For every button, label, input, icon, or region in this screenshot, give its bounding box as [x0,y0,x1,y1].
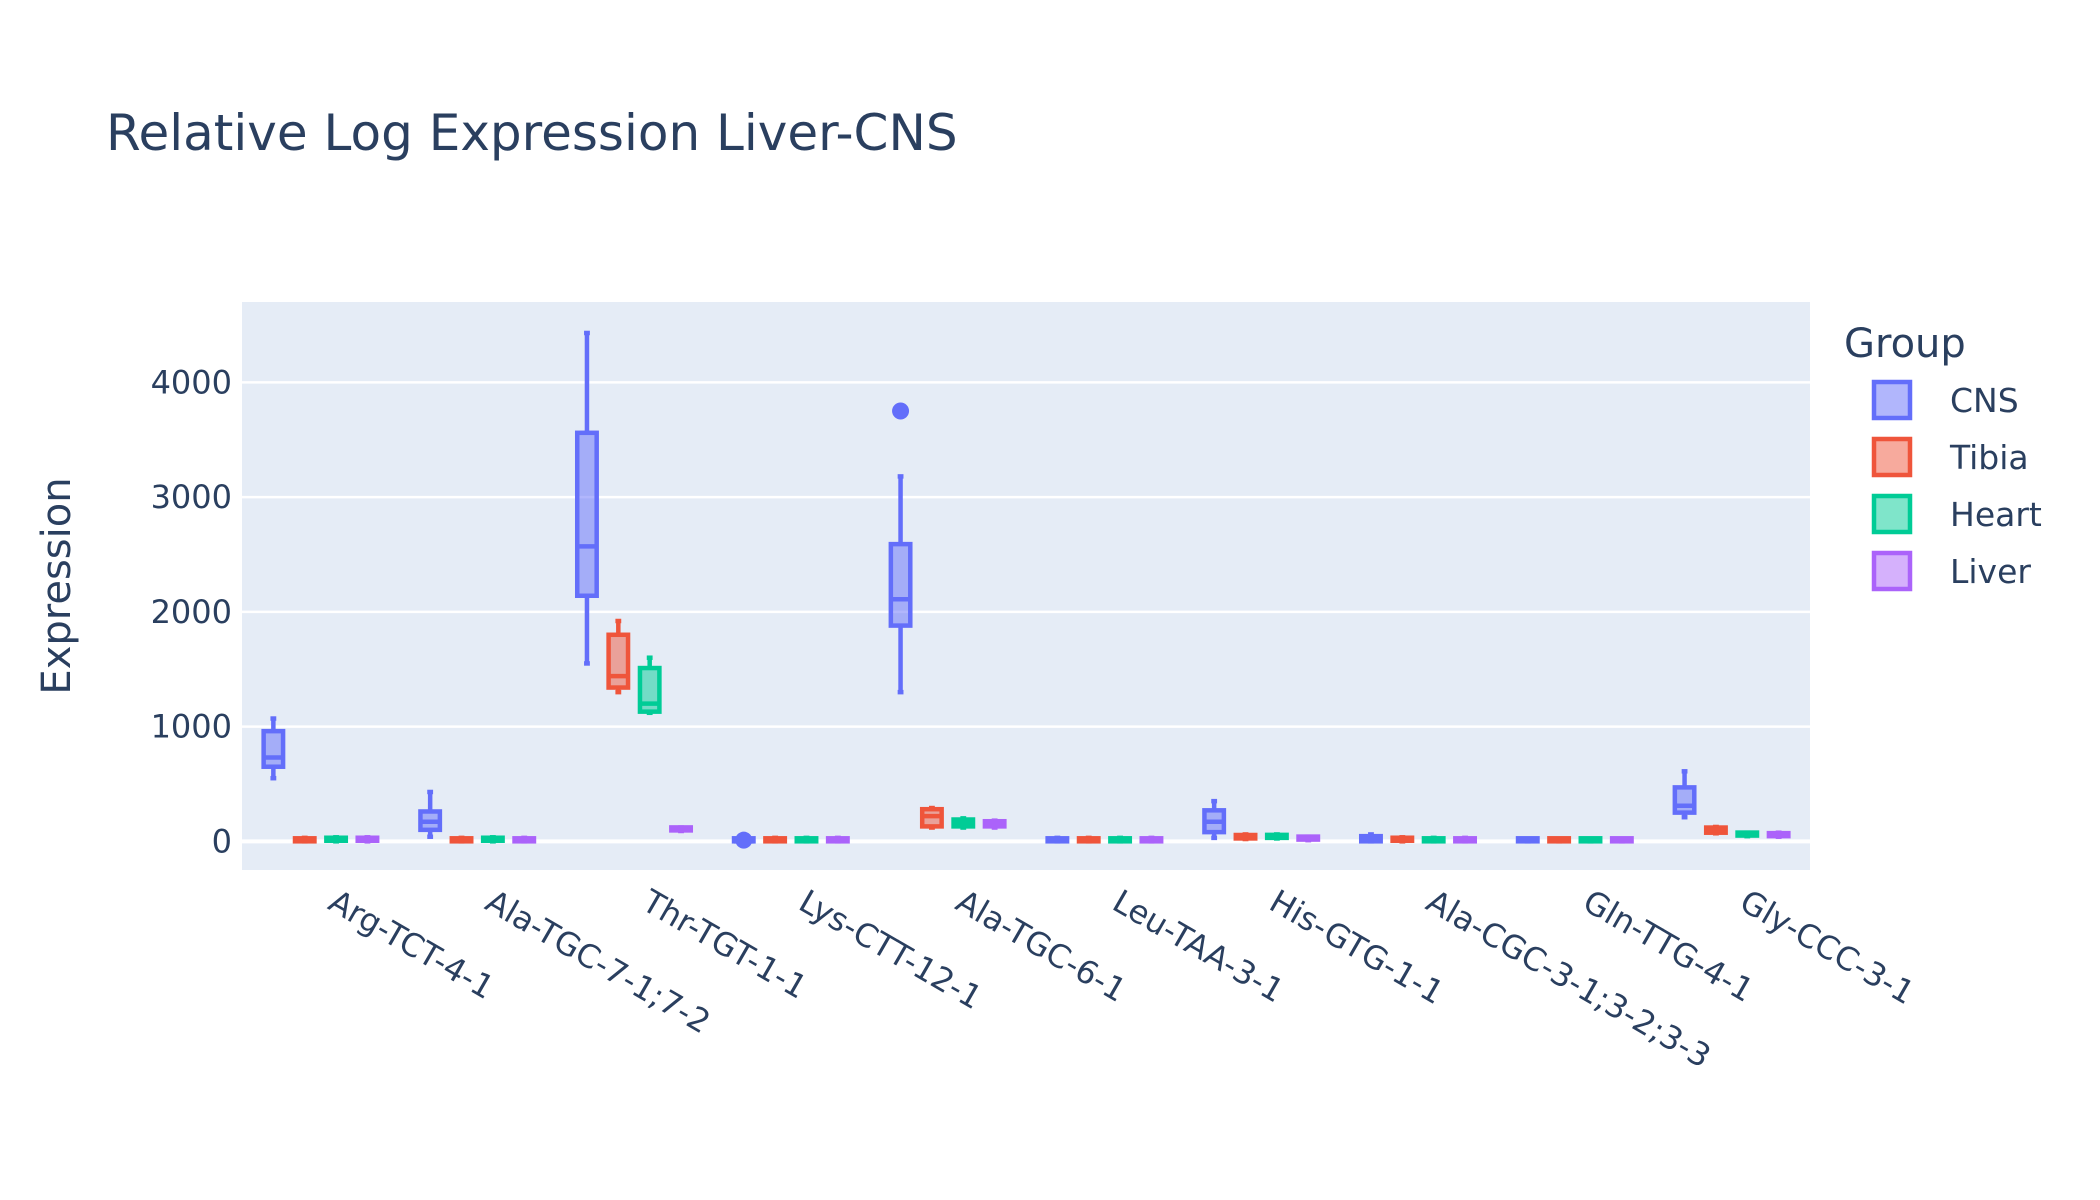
legend-swatch [1871,436,1913,478]
y-tick-label: 2000 [151,593,232,631]
box-mark[interactable] [1390,835,1415,844]
legend-item-tibia[interactable]: Tibia [1871,436,2029,478]
box-mark[interactable] [1358,832,1383,844]
box-body [606,632,631,690]
outlier-point[interactable] [735,831,753,849]
box-body [261,728,286,769]
box-mark[interactable] [1264,832,1289,841]
x-tick-label: Leu-TAA-3-1 [1106,882,1290,1010]
box-mark[interactable] [1515,836,1540,844]
box-mark[interactable] [982,818,1007,830]
box-mark[interactable] [1202,798,1227,841]
box-mark[interactable] [480,835,505,844]
box-mark[interactable] [1045,835,1070,844]
box-mark[interactable] [669,825,694,834]
box-series [261,330,1791,849]
box-mark[interactable] [418,789,443,839]
box-mark[interactable] [1421,835,1446,844]
box-mark[interactable] [731,831,756,849]
x-tick-label: His-GTG-1-1 [1263,882,1450,1012]
y-axis-title: Expression [34,477,80,694]
box-mark[interactable] [888,402,913,695]
series-heart [324,655,1760,844]
legend-swatch [1871,550,1913,592]
y-axis-ticks: 0 1000 2000 3000 4000 [151,363,232,860]
box-mark[interactable] [574,330,599,666]
legend-item-liver[interactable]: Liver [1871,550,2031,592]
box-mark[interactable] [951,816,976,830]
box-mark[interactable] [1233,832,1258,842]
x-tick-label: Gly-CCC-3-1 [1734,882,1921,1012]
y-tick-label: 4000 [151,363,232,401]
box-mark[interactable] [919,805,944,830]
box-mark[interactable] [1766,830,1791,839]
box-body [888,541,913,628]
box-mark[interactable] [1735,830,1760,839]
legend-label: Tibia [1949,438,2029,477]
legend-title: Group [1844,321,1966,367]
box-mark[interactable] [1453,835,1478,844]
box-mark[interactable] [449,835,474,844]
box-mark[interactable] [1108,835,1133,844]
box-mark[interactable] [355,835,380,844]
y-tick-label: 0 [212,822,232,860]
box-mark[interactable] [794,835,819,844]
box-mark[interactable] [512,835,537,844]
box-mark[interactable] [825,835,850,844]
legend-label: CNS [1950,381,2019,420]
box-body [1672,785,1697,815]
box-mark[interactable] [637,655,662,716]
series-liver [355,818,1791,844]
plot-area [242,302,1810,870]
legend[interactable]: Group CNS Tibia Heart Liver [1844,321,2042,592]
legend-item-cns[interactable]: CNS [1871,379,2019,421]
box-body [637,665,662,714]
y-tick-label: 1000 [151,708,232,746]
series-tibia [292,618,1728,844]
box-mark[interactable] [1547,836,1572,844]
legend-label: Heart [1950,495,2042,534]
box-mark[interactable] [763,835,788,844]
box-mark[interactable] [1139,835,1164,844]
legend-swatch [1871,493,1913,535]
box-mark[interactable] [606,618,631,695]
box-mark[interactable] [1609,836,1634,844]
x-axis-ticks: Arg-TCT-4-1Ala-TGC-7-1;7-2Thr-TGT-1-1Lys… [322,882,1921,1076]
box-mark[interactable] [1296,834,1321,843]
chart-title: Relative Log Expression Liver-CNS [106,104,958,162]
box-mark[interactable] [1672,769,1697,820]
box-mark[interactable] [324,835,349,844]
box-mark[interactable] [261,716,286,781]
x-tick-label: Arg-TCT-4-1 [322,882,500,1007]
legend-item-heart[interactable]: Heart [1871,493,2042,535]
box-mark[interactable] [292,835,317,844]
box-body [574,430,599,599]
box-mark[interactable] [1076,835,1101,844]
y-tick-label: 3000 [151,478,232,516]
legend-label: Liver [1950,552,2031,591]
x-tick-label: Ala-CGC-3-1;3-2;3-3 [1420,882,1717,1076]
box-mark[interactable] [1578,836,1603,844]
outlier-point[interactable] [892,402,910,420]
box-mark[interactable] [1703,824,1728,836]
series-cns [261,330,1697,849]
legend-swatch [1871,379,1913,421]
